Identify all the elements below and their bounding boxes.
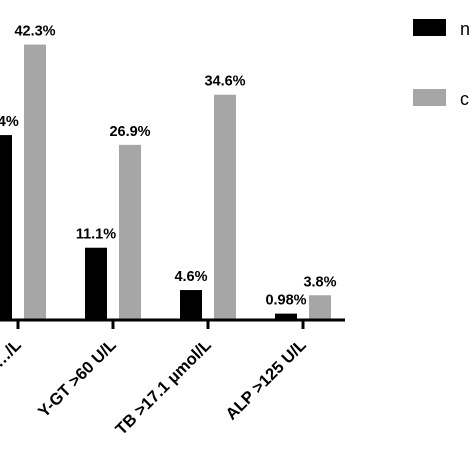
bar-c-2 [214, 94, 236, 321]
data-label-n-3: 0.98% [265, 293, 306, 309]
legend-label-c: c [460, 89, 469, 109]
data-label-c-3: 3.8% [303, 274, 336, 290]
data-label-c-1: 26.9% [109, 124, 150, 140]
bar-n-0 [0, 135, 12, 320]
category-labels-layer: …/L Y-GT >60 U/LTB >17.1 μmol/L ALP >125 U… [0, 336, 310, 439]
value-labels-layer: …4% 42.3% 11.1% 26.9% 4.6% 34.6% 0.98% 3.8% [0, 24, 337, 309]
category-label-0: …/L [0, 336, 25, 371]
category-label-1: Y-GT >60 U/L [35, 336, 120, 421]
category-label-3: ALP >125 U/L [222, 336, 309, 423]
category-label-2: TB >17.1 μmol/L [112, 336, 215, 439]
bar-c-3 [309, 295, 331, 320]
bar-n-3 [275, 313, 297, 320]
legend-swatch-n [413, 19, 446, 36]
legend: n c [413, 19, 470, 109]
data-label-n-2: 4.6% [174, 269, 207, 285]
data-label-n-0: …4% [0, 114, 19, 130]
bar-n-1 [85, 247, 107, 320]
bar-c-1 [119, 144, 141, 320]
data-label-c-2: 34.6% [204, 74, 245, 90]
legend-label-n: n [460, 19, 470, 39]
bars-layer [0, 44, 331, 321]
x-ticks-layer [16, 320, 305, 329]
data-label-c-0: 42.3% [14, 24, 55, 40]
bar-c-0 [24, 44, 46, 320]
legend-swatch-c [413, 89, 446, 106]
data-label-n-1: 11.1% [76, 227, 116, 243]
bar-n-2 [180, 290, 202, 320]
